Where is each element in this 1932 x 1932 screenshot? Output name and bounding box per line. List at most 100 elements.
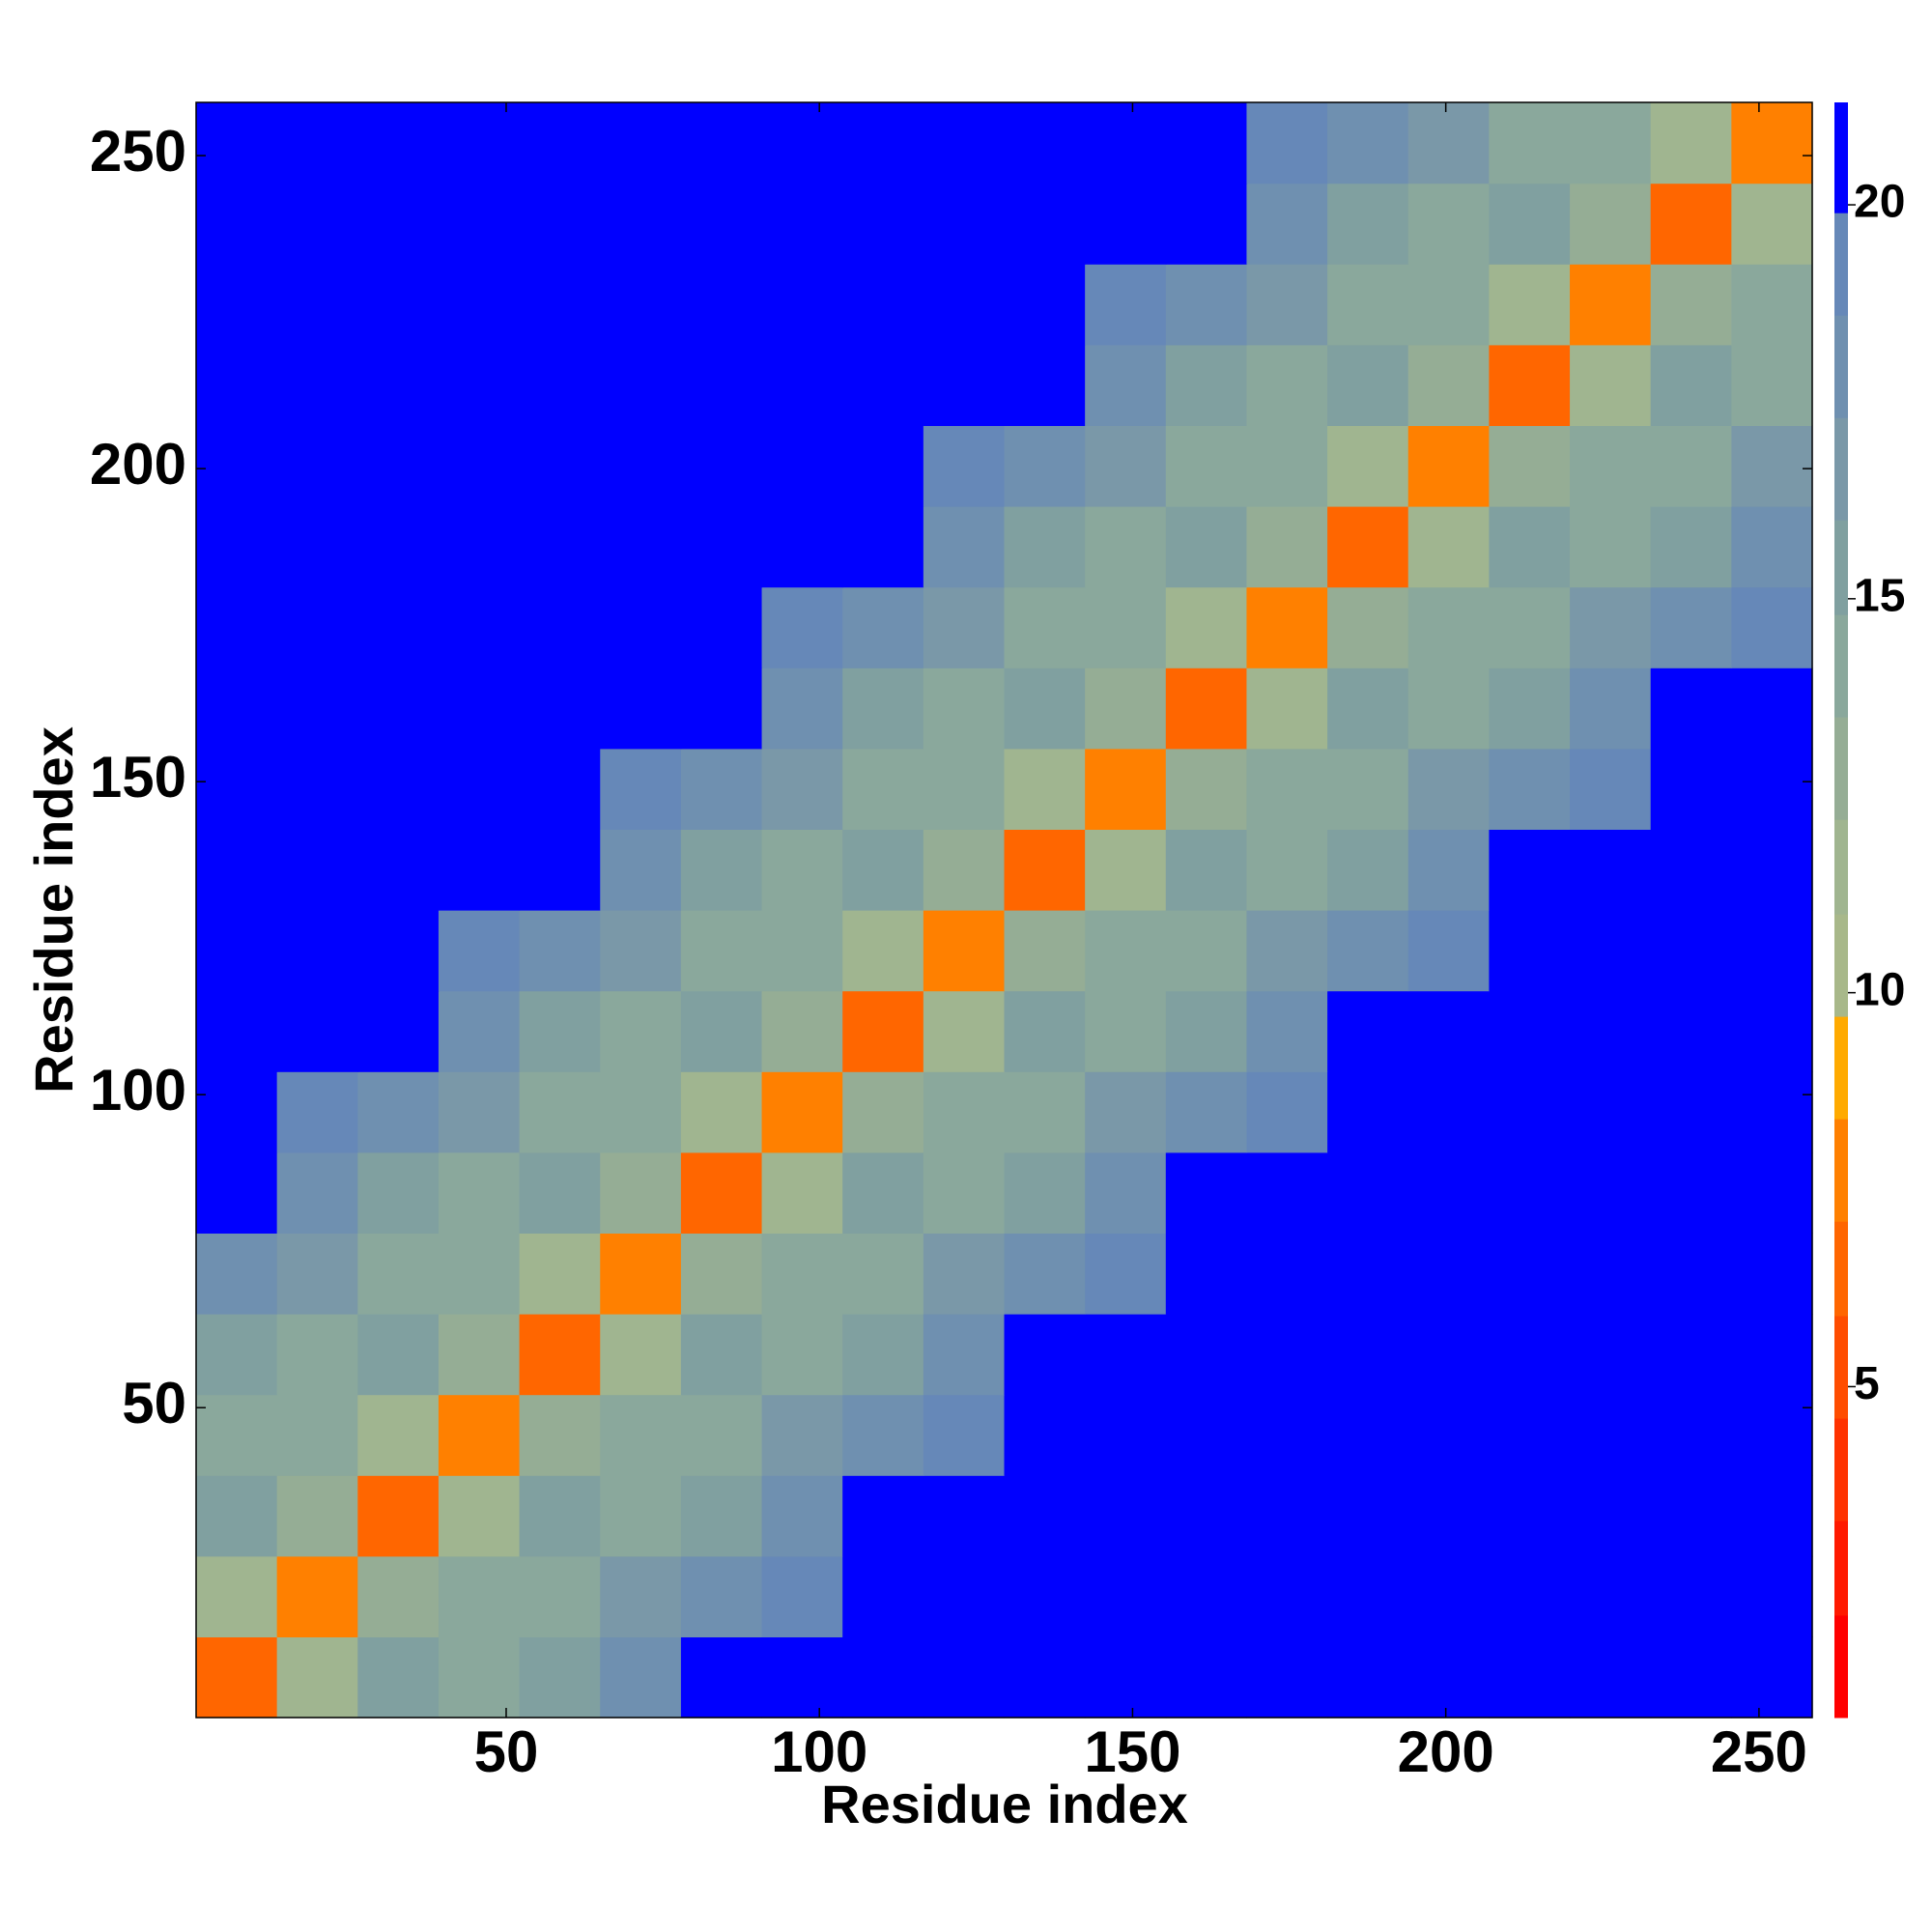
- heatmap-cell: [680, 425, 763, 507]
- heatmap-cell: [1650, 1233, 1732, 1315]
- heatmap-cell: [196, 344, 278, 426]
- heatmap-cell: [1165, 1151, 1248, 1234]
- heatmap-cell: [842, 264, 924, 346]
- heatmap-cell: [519, 1071, 601, 1153]
- heatmap-cell: [1004, 1555, 1086, 1637]
- heatmap-cell: [519, 425, 601, 507]
- heatmap-cell: [276, 990, 358, 1072]
- heatmap-cell: [438, 1394, 521, 1476]
- heatmap-cell: [357, 264, 440, 346]
- heatmap-cell: [1246, 1071, 1328, 1153]
- x-tick-label: 150: [1084, 1719, 1180, 1784]
- heatmap-cell: [680, 1394, 763, 1476]
- heatmap-cell: [1489, 668, 1571, 750]
- heatmap-cell: [1489, 1636, 1571, 1719]
- heatmap-cell: [196, 1475, 278, 1557]
- heatmap-cell: [680, 102, 763, 185]
- heatmap-cell: [1650, 1071, 1732, 1153]
- heatmap-cell: [1731, 102, 1813, 185]
- heatmap-cell: [1489, 506, 1571, 588]
- heatmap-cell: [357, 506, 440, 588]
- heatmap-cell: [438, 1314, 521, 1396]
- heatmap-cell: [761, 1071, 843, 1153]
- heatmap-cell: [357, 1151, 440, 1234]
- heatmap-cell: [600, 829, 682, 911]
- heatmap-cell: [1246, 102, 1328, 185]
- heatmap-cell: [761, 183, 843, 265]
- heatmap-cell: [357, 425, 440, 507]
- heatmap-cell: [196, 748, 278, 830]
- heatmap-cell: [761, 586, 843, 668]
- heatmap-cell: [1570, 1394, 1652, 1476]
- y-tick-label: 150: [90, 745, 186, 810]
- heatmap-cell: [519, 1314, 601, 1396]
- x-tick-label: 250: [1711, 1719, 1807, 1784]
- x-tick-label: 50: [474, 1719, 539, 1784]
- heatmap-cell: [680, 1314, 763, 1396]
- heatmap-cell: [1731, 1555, 1813, 1637]
- heatmap-cell: [761, 425, 843, 507]
- heatmap-cell: [1407, 1475, 1490, 1557]
- heatmap-cell: [1489, 829, 1571, 911]
- heatmap-cell: [761, 1555, 843, 1637]
- colorbar-tick-label: 10: [1854, 964, 1905, 1015]
- heatmap-cell: [1731, 668, 1813, 750]
- y-axis-label: Residue index: [23, 726, 84, 1094]
- heatmap-cell: [1570, 1314, 1652, 1396]
- heatmap-cell: [1650, 829, 1732, 911]
- colorbar-band: [1834, 1119, 1848, 1222]
- heatmap-cell: [1085, 1071, 1167, 1153]
- heatmap-cell: [1731, 506, 1813, 588]
- heatmap-cell: [761, 1475, 843, 1557]
- heatmap-cell: [1327, 1394, 1409, 1476]
- heatmap-cell: [519, 264, 601, 346]
- heatmap-cell: [1246, 1233, 1328, 1315]
- heatmap-cell: [1489, 748, 1571, 830]
- heatmap-cell: [1004, 1394, 1086, 1476]
- heatmap-cell: [357, 1555, 440, 1637]
- heatmap-cell: [1004, 183, 1086, 265]
- heatmap-cell: [438, 668, 521, 750]
- heatmap-cell: [1731, 1233, 1813, 1315]
- heatmap-cell: [276, 264, 358, 346]
- heatmap-cell: [438, 425, 521, 507]
- heatmap-cell: [1570, 748, 1652, 830]
- heatmap-cell: [680, 1151, 763, 1234]
- heatmap-cell: [1407, 102, 1490, 185]
- plot-frame: [195, 101, 1813, 1719]
- heatmap-cell: [438, 910, 521, 992]
- heatmap-cell: [761, 1636, 843, 1719]
- heatmap-cell: [1085, 1636, 1167, 1719]
- heatmap-cell: [1165, 183, 1248, 265]
- heatmap-cell: [276, 1555, 358, 1637]
- heatmap-cell: [1165, 1394, 1248, 1476]
- heatmap-cell: [761, 668, 843, 750]
- heatmap-cell: [600, 748, 682, 830]
- heatmap-cell: [1085, 1394, 1167, 1476]
- heatmap-cell: [761, 506, 843, 588]
- heatmap-cell: [923, 1233, 1006, 1315]
- heatmap-cell: [842, 586, 924, 668]
- heatmap-cell: [1570, 1151, 1652, 1234]
- heatmap-cell: [1004, 425, 1086, 507]
- heatmap-cell: [438, 183, 521, 265]
- heatmap-cell: [1489, 990, 1571, 1072]
- heatmap-cell: [1650, 506, 1732, 588]
- heatmap-cell: [842, 990, 924, 1072]
- heatmap-cell: [923, 586, 1006, 668]
- heatmap-cell: [842, 1636, 924, 1719]
- heatmap-cell: [1489, 1151, 1571, 1234]
- heatmap-cell: [1650, 264, 1732, 346]
- heatmap-cell: [276, 668, 358, 750]
- heatmap-cell: [519, 102, 601, 185]
- heatmap-cell: [1489, 102, 1571, 185]
- colorbar-tick-label: 15: [1854, 571, 1905, 622]
- heatmap-cell: [1085, 829, 1167, 911]
- heatmap-cell: [438, 1555, 521, 1637]
- heatmap-cell: [1650, 990, 1732, 1072]
- heatmap-cell: [1246, 1636, 1328, 1719]
- heatmap-cell: [1246, 1555, 1328, 1637]
- heatmap-cell: [1085, 586, 1167, 668]
- colorbar-band: [1834, 1316, 1848, 1419]
- heatmap-cell: [842, 1314, 924, 1396]
